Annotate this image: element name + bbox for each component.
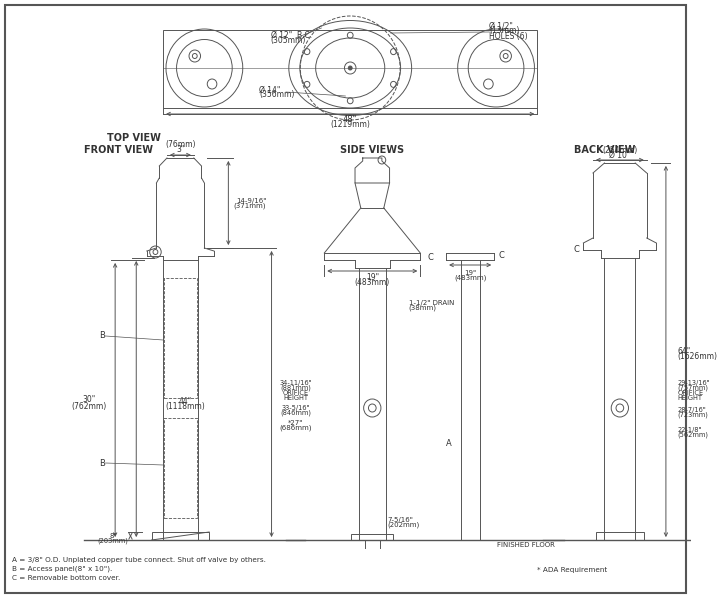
Text: (13mm): (13mm) xyxy=(490,26,520,35)
Bar xyxy=(152,532,210,540)
Text: 19": 19" xyxy=(464,270,476,276)
Text: 28-7/16": 28-7/16" xyxy=(678,407,706,413)
Text: (254mm): (254mm) xyxy=(602,145,637,154)
Text: (76mm): (76mm) xyxy=(165,141,196,150)
Text: ORIFICE: ORIFICE xyxy=(678,390,703,396)
Text: 64": 64" xyxy=(678,346,690,355)
Text: A = 3/8" O.D. Unplated copper tube connect. Shut off valve by others.: A = 3/8" O.D. Unplated copper tube conne… xyxy=(12,557,266,563)
Text: (483mm): (483mm) xyxy=(454,274,486,281)
Text: (203mm): (203mm) xyxy=(98,538,129,544)
Text: C = Removable bottom cover.: C = Removable bottom cover. xyxy=(12,575,120,581)
Text: (1219mm): (1219mm) xyxy=(330,120,370,129)
Text: 30": 30" xyxy=(83,395,96,404)
Text: HEIGHT: HEIGHT xyxy=(283,395,308,401)
Bar xyxy=(351,534,393,540)
Text: (483mm): (483mm) xyxy=(355,279,390,288)
Text: C: C xyxy=(428,254,434,263)
Text: 7-5/16": 7-5/16" xyxy=(387,517,413,523)
Text: (562mm): (562mm) xyxy=(678,432,708,438)
Text: C: C xyxy=(499,252,505,261)
Text: C: C xyxy=(574,246,580,255)
Text: Ø 1/2": Ø 1/2" xyxy=(490,22,513,30)
Text: *27": *27" xyxy=(288,420,303,426)
Text: Ø 14": Ø 14" xyxy=(259,86,281,94)
Text: (723mm): (723mm) xyxy=(678,412,708,418)
Bar xyxy=(164,278,197,398)
Text: 1-1/2" DRAIN: 1-1/2" DRAIN xyxy=(409,300,454,306)
Bar xyxy=(163,30,537,108)
Text: 34-11/16": 34-11/16" xyxy=(279,380,312,386)
Text: * ADA Requirement: * ADA Requirement xyxy=(537,567,608,573)
Text: FRONT VIEW: FRONT VIEW xyxy=(84,145,153,155)
Text: 44": 44" xyxy=(179,396,192,405)
Text: SIDE VIEWS: SIDE VIEWS xyxy=(341,145,405,155)
Text: (757mm): (757mm) xyxy=(678,385,708,391)
Text: (38mm): (38mm) xyxy=(409,305,437,311)
Text: B: B xyxy=(99,331,104,340)
Bar xyxy=(164,418,197,518)
Circle shape xyxy=(348,66,352,70)
Text: 22-1/8": 22-1/8" xyxy=(678,427,702,433)
Text: (762mm): (762mm) xyxy=(71,401,107,410)
Text: (305mm): (305mm) xyxy=(271,35,306,44)
Text: 29-13/16": 29-13/16" xyxy=(678,380,710,386)
Text: 8": 8" xyxy=(109,533,117,539)
Text: (202mm): (202mm) xyxy=(387,521,420,528)
Text: BACK VIEW: BACK VIEW xyxy=(574,145,635,155)
Text: TOP VIEW: TOP VIEW xyxy=(107,133,161,143)
Text: (1118mm): (1118mm) xyxy=(166,401,205,410)
Text: B: B xyxy=(99,459,104,468)
Text: (686mm): (686mm) xyxy=(279,425,312,431)
Text: 3": 3" xyxy=(176,145,184,154)
Text: Ø 10": Ø 10" xyxy=(609,151,631,160)
Text: Ø 12"  B.C.: Ø 12" B.C. xyxy=(271,30,312,39)
Text: FINISHED FLOOR: FINISHED FLOOR xyxy=(497,542,555,548)
Text: (356mm): (356mm) xyxy=(259,90,294,99)
Text: 19": 19" xyxy=(366,273,379,282)
Text: B = Access panel(8" x 10").: B = Access panel(8" x 10"). xyxy=(12,566,112,572)
Text: (846mm): (846mm) xyxy=(280,410,311,416)
Text: (1626mm): (1626mm) xyxy=(678,352,717,361)
Text: 33-5/16": 33-5/16" xyxy=(282,405,310,411)
Text: HOLES (6): HOLES (6) xyxy=(490,32,528,41)
Text: (881mm): (881mm) xyxy=(280,385,311,391)
Text: 14-9/16": 14-9/16" xyxy=(236,198,266,204)
Bar xyxy=(596,532,644,540)
Text: A: A xyxy=(446,438,452,447)
Text: ORIFICE: ORIFICE xyxy=(282,390,309,396)
Text: (371mm): (371mm) xyxy=(233,203,266,209)
Text: 48": 48" xyxy=(343,114,357,124)
Text: HEIGHT: HEIGHT xyxy=(678,395,703,401)
